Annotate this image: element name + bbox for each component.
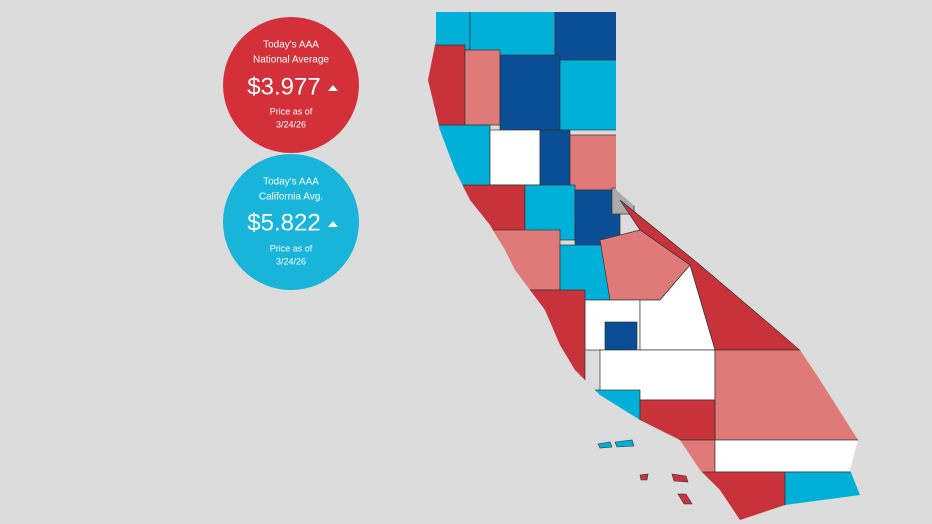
badge-circle bbox=[223, 154, 359, 290]
badge-note: 3/24/26 bbox=[276, 119, 306, 129]
up-arrow bbox=[328, 85, 338, 91]
california-badge: Today's AAA California Avg. $5.822 Price… bbox=[223, 154, 359, 290]
up-arrow bbox=[328, 221, 338, 227]
national-badge: Today's AAA National Average $3.977 Pric… bbox=[223, 17, 359, 153]
badge-note: Price as of bbox=[270, 106, 313, 116]
badge-label: Today's AAA bbox=[263, 40, 319, 51]
badge-note: 3/24/26 bbox=[276, 256, 306, 266]
badge-price: $3.977 bbox=[247, 73, 320, 100]
badge-label: California Avg. bbox=[259, 192, 323, 203]
badge-price: $5.822 bbox=[247, 209, 320, 236]
islands bbox=[597, 439, 693, 505]
badge-label: National Average bbox=[253, 55, 329, 66]
badge-label: Today's AAA bbox=[263, 177, 319, 188]
badge-circle bbox=[223, 17, 359, 153]
badge-note: Price as of bbox=[270, 243, 313, 253]
